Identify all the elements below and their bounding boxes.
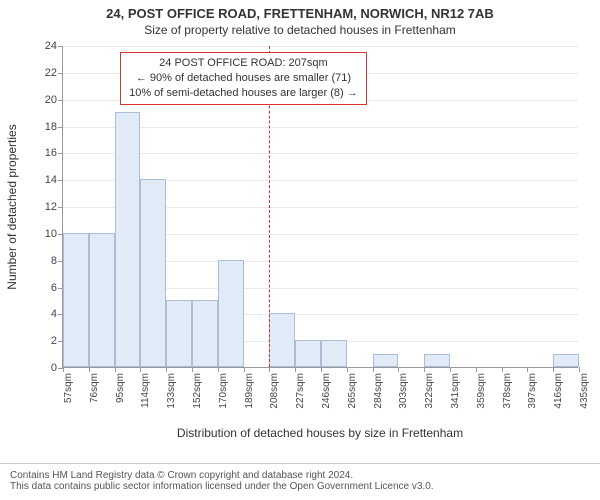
x-tick-label: 416sqm: [553, 373, 564, 409]
x-tick-mark: [166, 367, 167, 372]
histogram-bar: [424, 354, 450, 367]
info-box: 24 POST OFFICE ROAD: 207sqm← 90% of deta…: [120, 52, 367, 105]
x-tick-mark: [269, 367, 270, 372]
x-tick-mark: [476, 367, 477, 372]
y-tick-mark: [58, 207, 63, 208]
x-tick-label: 208sqm: [269, 373, 280, 409]
x-tick-label: 114sqm: [140, 373, 151, 408]
info-box-line: 24 POST OFFICE ROAD: 207sqm: [129, 56, 358, 71]
x-axis-title: Distribution of detached houses by size …: [62, 426, 578, 440]
x-tick-mark: [115, 367, 116, 372]
y-tick-label: 6: [51, 282, 57, 294]
x-tick-label: 322sqm: [424, 373, 435, 409]
y-tick-label: 2: [51, 335, 57, 347]
histogram-bar: [218, 260, 244, 367]
x-tick-label: 152sqm: [192, 373, 203, 409]
x-tick-mark: [373, 367, 374, 372]
x-tick-label: 246sqm: [321, 373, 332, 409]
footer: Contains HM Land Registry data © Crown c…: [0, 463, 600, 500]
page-title: 24, POST OFFICE ROAD, FRETTENHAM, NORWIC…: [0, 0, 600, 21]
x-tick-label: 284sqm: [373, 373, 384, 409]
chart-plot-area: 02468101214161820222457sqm76sqm95sqm114s…: [62, 46, 578, 368]
x-tick-label: 435sqm: [579, 373, 590, 409]
y-tick-label: 24: [45, 40, 57, 52]
page-subtitle: Size of property relative to detached ho…: [0, 21, 600, 37]
histogram-bar: [63, 233, 89, 367]
x-tick-mark: [321, 367, 322, 372]
x-tick-label: 265sqm: [347, 373, 358, 409]
x-tick-mark: [89, 367, 90, 372]
x-tick-mark: [218, 367, 219, 372]
y-tick-label: 0: [51, 362, 57, 374]
histogram-bar: [192, 300, 218, 367]
y-tick-label: 10: [45, 228, 57, 240]
x-tick-label: 397sqm: [527, 373, 538, 409]
y-tick-label: 8: [51, 255, 57, 267]
x-tick-mark: [450, 367, 451, 372]
info-box-line: 10% of semi-detached houses are larger (…: [129, 86, 358, 101]
x-tick-mark: [295, 367, 296, 372]
y-tick-mark: [58, 180, 63, 181]
info-box-line: ← 90% of detached houses are smaller (71…: [129, 71, 358, 86]
y-tick-label: 14: [45, 174, 57, 186]
y-tick-label: 22: [45, 67, 57, 79]
x-tick-mark: [553, 367, 554, 372]
y-tick-label: 20: [45, 94, 57, 106]
y-tick-label: 18: [45, 121, 57, 133]
x-tick-mark: [527, 367, 528, 372]
x-tick-mark: [398, 367, 399, 372]
histogram-bar: [373, 354, 399, 367]
y-tick-label: 16: [45, 147, 57, 159]
x-tick-mark: [192, 367, 193, 372]
x-tick-mark: [244, 367, 245, 372]
x-tick-mark: [579, 367, 580, 372]
histogram-bar: [89, 233, 115, 367]
x-tick-mark: [502, 367, 503, 372]
x-tick-mark: [63, 367, 64, 372]
y-tick-mark: [58, 73, 63, 74]
x-tick-label: 95sqm: [115, 373, 126, 403]
histogram-bar: [553, 354, 579, 367]
y-tick-label: 4: [51, 308, 57, 320]
x-tick-mark: [347, 367, 348, 372]
x-tick-label: 57sqm: [63, 373, 74, 403]
y-tick-mark: [58, 127, 63, 128]
x-tick-label: 189sqm: [244, 373, 255, 409]
histogram-bar: [295, 340, 321, 367]
y-tick-label: 12: [45, 201, 57, 213]
histogram-bar: [140, 179, 166, 367]
x-tick-label: 378sqm: [502, 373, 513, 409]
histogram-bar: [115, 112, 141, 367]
x-tick-label: 76sqm: [89, 373, 100, 403]
y-tick-mark: [58, 100, 63, 101]
footer-line-2: This data contains public sector informa…: [10, 481, 590, 492]
y-tick-mark: [58, 46, 63, 47]
x-tick-label: 227sqm: [295, 373, 306, 409]
y-axis-title: Number of detached properties: [5, 124, 19, 289]
histogram-bar: [321, 340, 347, 367]
x-tick-label: 170sqm: [218, 373, 229, 409]
y-tick-mark: [58, 153, 63, 154]
footer-line-1: Contains HM Land Registry data © Crown c…: [10, 470, 590, 481]
x-tick-label: 341sqm: [450, 373, 461, 409]
histogram-bar: [269, 313, 295, 367]
x-tick-label: 133sqm: [166, 373, 177, 409]
gridline: [63, 46, 578, 47]
x-tick-mark: [140, 367, 141, 372]
x-tick-label: 303sqm: [398, 373, 409, 409]
x-tick-mark: [424, 367, 425, 372]
histogram-bar: [166, 300, 192, 367]
x-tick-label: 359sqm: [476, 373, 487, 409]
